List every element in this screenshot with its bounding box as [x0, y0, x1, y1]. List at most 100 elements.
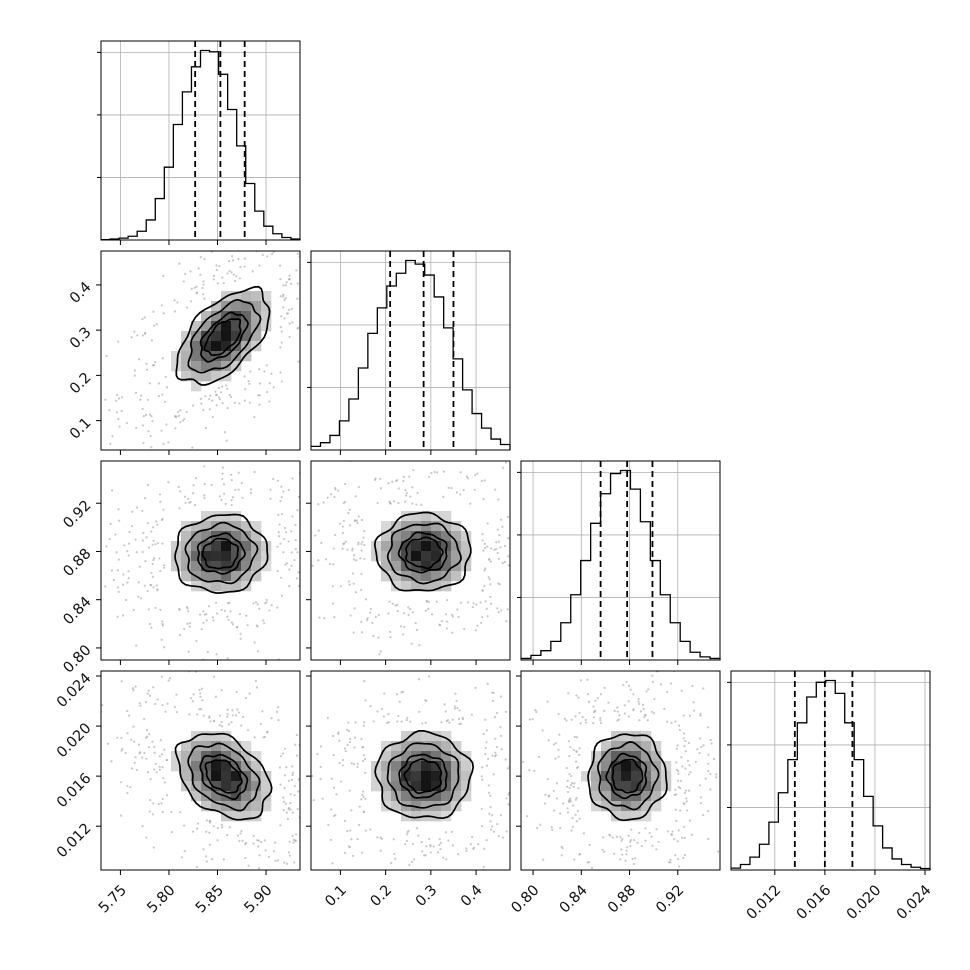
scatter-point [316, 794, 318, 796]
scatter-point [141, 407, 144, 411]
scatter-point [335, 650, 337, 652]
scatter-point [688, 819, 692, 822]
scatter-point [644, 839, 647, 842]
scatter-point [261, 710, 264, 713]
scatter-point [278, 523, 281, 526]
scatter-point [284, 507, 286, 509]
scatter-point [249, 370, 252, 373]
contour-level-2 [187, 298, 262, 374]
scatter-point [268, 382, 271, 385]
scatter-point [231, 714, 234, 717]
scatter-point [183, 850, 186, 853]
scatter-point [445, 620, 449, 623]
scatter-point [307, 859, 309, 861]
scatter-point [183, 495, 187, 498]
scatter-point [494, 488, 497, 491]
scatter-point [276, 859, 280, 862]
scatter-point [230, 499, 233, 502]
scatter-point [637, 698, 640, 701]
density-cell [651, 771, 662, 782]
density-cell [641, 771, 652, 782]
scatter-point [495, 745, 499, 749]
density-cell [651, 751, 662, 762]
scatter-point [350, 762, 353, 765]
scatter-point [565, 785, 569, 788]
scatter-point [170, 466, 172, 468]
density-cell [591, 781, 602, 792]
scatter-point [652, 712, 655, 715]
scatter-point [284, 802, 287, 805]
scatter-point [284, 774, 287, 777]
scatter-point [347, 511, 350, 515]
density-cell [251, 311, 262, 322]
scatter-point [557, 755, 560, 758]
scatter-point [534, 763, 536, 765]
density-cell [211, 801, 222, 812]
scatter-point [330, 504, 332, 506]
density-cell [641, 741, 652, 752]
scatter-point [351, 547, 354, 550]
scatter-point [502, 466, 505, 469]
density-cell [201, 531, 212, 542]
scatter-point [230, 478, 233, 482]
scatter-point [348, 508, 351, 511]
scatter-point [674, 854, 677, 857]
density-cell [641, 811, 652, 822]
scatter-point [173, 705, 177, 709]
scatter-point [107, 512, 109, 514]
scatter-point [553, 809, 556, 812]
scatter-point [104, 585, 107, 588]
scatter-point [481, 616, 484, 619]
scatter-point [230, 721, 233, 724]
scatter-point [136, 334, 139, 337]
density-cell [181, 361, 192, 372]
scatter-point [372, 720, 375, 723]
scatter-point [294, 539, 297, 542]
contour-level-3 [374, 729, 475, 820]
density-cell [241, 551, 252, 562]
scatter-point [285, 766, 288, 769]
scatter-point [294, 833, 298, 836]
scatter-point [264, 602, 267, 605]
scatter-point [558, 733, 561, 736]
scatter-point [387, 482, 390, 485]
scatter-point [387, 712, 390, 716]
scatter-point [228, 269, 231, 273]
scatter-point [455, 443, 457, 445]
scatter-point [160, 802, 163, 805]
scatter-point [684, 789, 687, 792]
scatter-point [130, 738, 133, 741]
density-cell [201, 561, 212, 572]
scatter-point [686, 809, 689, 812]
scatter-point [407, 613, 410, 617]
scatter-point [350, 838, 353, 841]
density-cell [381, 571, 392, 582]
pair-panel-content [101, 671, 318, 870]
scatter-point [183, 417, 186, 421]
density-cell [381, 751, 392, 762]
scatter-point [343, 851, 347, 855]
scatter-point [142, 415, 145, 418]
density-cell [191, 541, 202, 552]
scatter-point [198, 613, 202, 616]
scatter-point [477, 843, 480, 846]
scatter-point [288, 854, 291, 857]
density-cell [401, 751, 412, 762]
scatter-point [354, 721, 357, 724]
scatter-point [258, 264, 261, 267]
scatter-point [145, 728, 149, 732]
contour-level-1 [196, 532, 246, 575]
scatter-point [586, 693, 590, 696]
scatter-point [569, 746, 572, 749]
contour-level-3 [175, 285, 271, 386]
scatter-point [681, 765, 684, 768]
scatter-point [507, 803, 510, 806]
scatter-point [116, 586, 120, 589]
scatter-point [211, 616, 215, 619]
scatter-point [412, 469, 415, 472]
scatter-point [241, 444, 243, 446]
scatter-point [305, 283, 307, 285]
density-cell [241, 301, 252, 312]
scatter-point [116, 569, 120, 572]
density-cell [411, 761, 422, 772]
